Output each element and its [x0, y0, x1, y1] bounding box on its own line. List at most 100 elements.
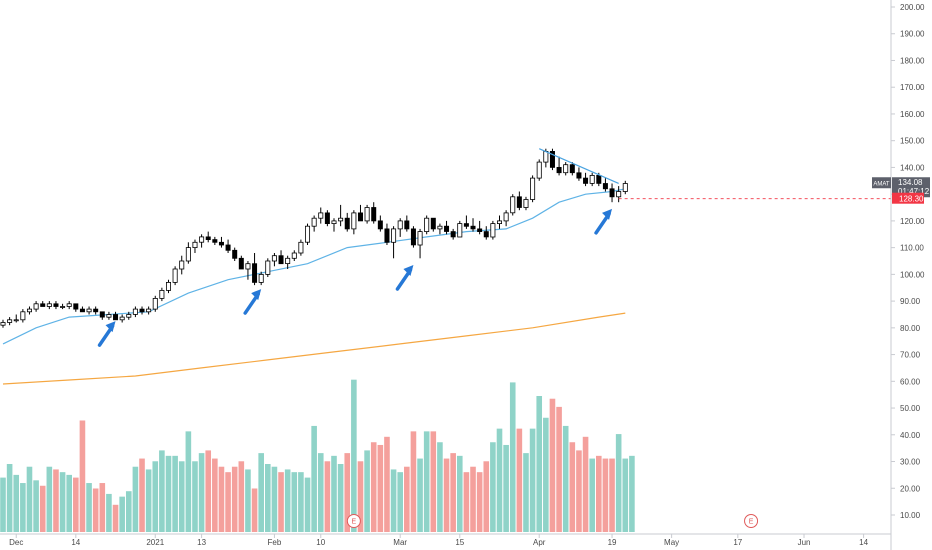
- candle-body: [106, 314, 112, 318]
- arrow-head: [105, 321, 116, 333]
- candle-body: [119, 316, 125, 321]
- support-price-tag-bg: [892, 192, 924, 204]
- candle-body: [430, 217, 436, 230]
- candle-body: [60, 306, 66, 308]
- price-tick-label: 170.00: [900, 83, 925, 92]
- volume-bar: [132, 466, 139, 532]
- candle-body: [278, 255, 284, 265]
- volume-bar: [344, 453, 351, 532]
- volume-bar: [152, 461, 159, 532]
- volume-bar: [384, 436, 390, 532]
- volume-bar: [589, 458, 595, 532]
- earnings-marker: E: [744, 514, 759, 528]
- volume-bar: [410, 431, 417, 532]
- candle-body: [344, 217, 350, 230]
- volume-bar: [0, 477, 6, 532]
- candle-body: [66, 303, 72, 307]
- candle-body: [152, 297, 158, 310]
- volume-layer: [0, 379, 635, 532]
- candle-body: [179, 260, 185, 270]
- time-tick-label: Apr: [533, 538, 546, 547]
- volume-bar: [185, 431, 192, 532]
- volume-bar: [212, 458, 218, 532]
- price-tick-label: 10.00: [900, 511, 921, 520]
- candle-body: [218, 241, 224, 246]
- candle-body: [351, 212, 357, 230]
- candle-body: [258, 273, 264, 283]
- volume-bar: [509, 382, 516, 532]
- support-price-value: 128.30: [899, 195, 924, 204]
- candle-body: [503, 212, 509, 222]
- pullback-arrow-icon: [97, 321, 116, 347]
- candle-body: [450, 231, 456, 238]
- volume-bar: [172, 455, 178, 532]
- volume-bar: [112, 504, 119, 532]
- candle-body: [536, 161, 542, 179]
- volume-bar: [364, 450, 370, 532]
- volume-bar: [576, 450, 582, 532]
- volume-bar: [490, 442, 496, 532]
- symbol-tag-label: AMAT: [873, 182, 890, 188]
- volume-bar: [602, 458, 609, 532]
- volume-bar: [39, 485, 46, 532]
- price-tick-label: 40.00: [900, 431, 921, 440]
- volume-bar: [582, 436, 589, 532]
- volume-bar: [496, 428, 503, 532]
- bar-countdown: 01:47:12: [898, 187, 930, 196]
- candle-body: [298, 241, 304, 254]
- candle-body: [477, 228, 483, 232]
- candle-body: [126, 314, 132, 318]
- volume-bar: [298, 472, 304, 532]
- candle-body: [516, 196, 522, 208]
- time-tick-label: Mar: [393, 538, 407, 547]
- volume-bar: [79, 420, 86, 532]
- candle-body: [490, 223, 496, 238]
- volume-bar: [357, 461, 364, 532]
- earnings-marker-label: E: [352, 519, 357, 526]
- volume-bar: [456, 455, 463, 532]
- candle-body: [417, 231, 423, 246]
- price-tick-label: 20.00: [900, 484, 921, 493]
- volume-bar: [503, 444, 509, 532]
- candle-body: [93, 308, 99, 313]
- price-tick-label: 140.00: [900, 163, 925, 172]
- candle-body: [139, 308, 145, 313]
- volume-bar: [251, 488, 258, 532]
- candle-body: [159, 289, 165, 299]
- volume-bar: [443, 458, 450, 532]
- candle-body: [549, 150, 555, 168]
- time-tick-label: Feb: [268, 538, 282, 547]
- candle-body: [146, 308, 152, 313]
- candle-body: [311, 217, 317, 227]
- volume-bar: [245, 469, 251, 532]
- price-tick-label: 50.00: [900, 404, 921, 413]
- volume-bar: [66, 474, 72, 532]
- candle-body: [113, 314, 119, 321]
- volume-bar: [231, 466, 238, 532]
- volume-bar: [218, 466, 225, 532]
- arrow-head: [251, 289, 262, 301]
- candle-body: [305, 225, 311, 243]
- volume-bar: [437, 442, 443, 532]
- candle-body: [225, 244, 231, 251]
- volume-bar: [165, 455, 172, 532]
- volume-bar: [271, 466, 278, 532]
- symbol-tag-bg: [872, 177, 891, 189]
- time-tick-label: 17: [733, 538, 742, 547]
- volume-bar: [46, 466, 53, 532]
- volume-bar: [59, 472, 66, 532]
- volume-bar: [258, 453, 264, 532]
- candle-body: [496, 220, 502, 224]
- volume-bar: [159, 450, 165, 532]
- earnings-marker: E: [346, 514, 361, 528]
- volume-bar: [284, 469, 291, 532]
- time-tick-label: 15: [455, 538, 464, 547]
- current-price-tag-bg: [892, 177, 930, 198]
- candle-body: [463, 223, 469, 227]
- time-tick-label: Jun: [798, 538, 811, 547]
- candles-layer: [0, 148, 628, 328]
- candle-body: [318, 212, 324, 219]
- price-tick-label: 70.00: [900, 351, 921, 360]
